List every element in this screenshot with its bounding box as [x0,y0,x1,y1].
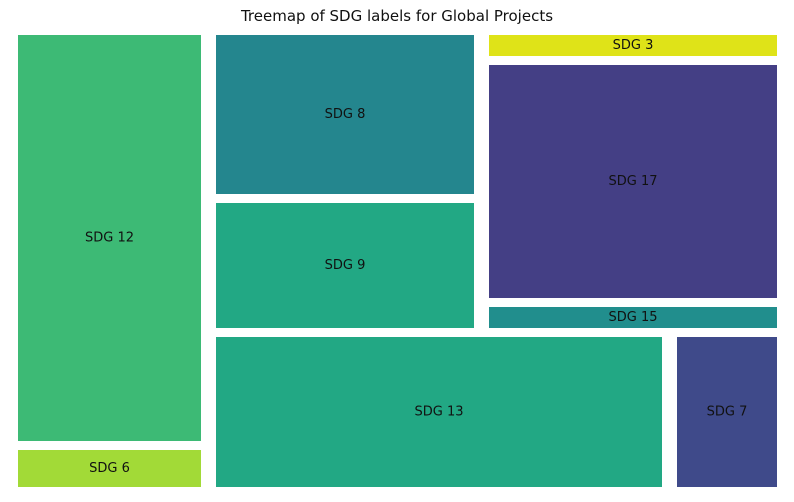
tile-sdg-6: SDG 6 [18,450,201,487]
tile-label-sdg-13: SDG 13 [414,405,463,420]
tile-rect-sdg-7 [677,337,777,487]
tile-label-sdg-8: SDG 8 [325,107,366,122]
tile-rect-sdg-6 [18,450,201,487]
tile-label-sdg-6: SDG 6 [89,461,130,476]
tile-label-sdg-12: SDG 12 [85,231,134,246]
tile-sdg-3: SDG 3 [489,35,777,56]
tile-label-sdg-3: SDG 3 [613,38,654,53]
tile-label-sdg-17: SDG 17 [608,174,657,189]
tile-sdg-7: SDG 7 [677,337,777,487]
tile-sdg-12: SDG 12 [18,35,201,441]
tile-rect-sdg-17 [489,65,777,298]
tile-label-sdg-15: SDG 15 [608,310,657,325]
tile-sdg-13: SDG 13 [216,337,662,487]
tile-sdg-8: SDG 8 [216,35,474,194]
tile-sdg-17: SDG 17 [489,65,777,298]
tile-sdg-15: SDG 15 [489,307,777,328]
tile-sdg-9: SDG 9 [216,203,474,328]
tile-rect-sdg-9 [216,203,474,328]
chart-title: Treemap of SDG labels for Global Project… [240,7,554,25]
tile-rect-sdg-12 [18,35,201,441]
tile-label-sdg-7: SDG 7 [707,405,748,420]
tile-label-sdg-9: SDG 9 [325,258,366,273]
tile-rect-sdg-15 [489,307,777,328]
tile-rect-sdg-13 [216,337,662,487]
tile-rect-sdg-8 [216,35,474,194]
tile-rect-sdg-3 [489,35,777,56]
